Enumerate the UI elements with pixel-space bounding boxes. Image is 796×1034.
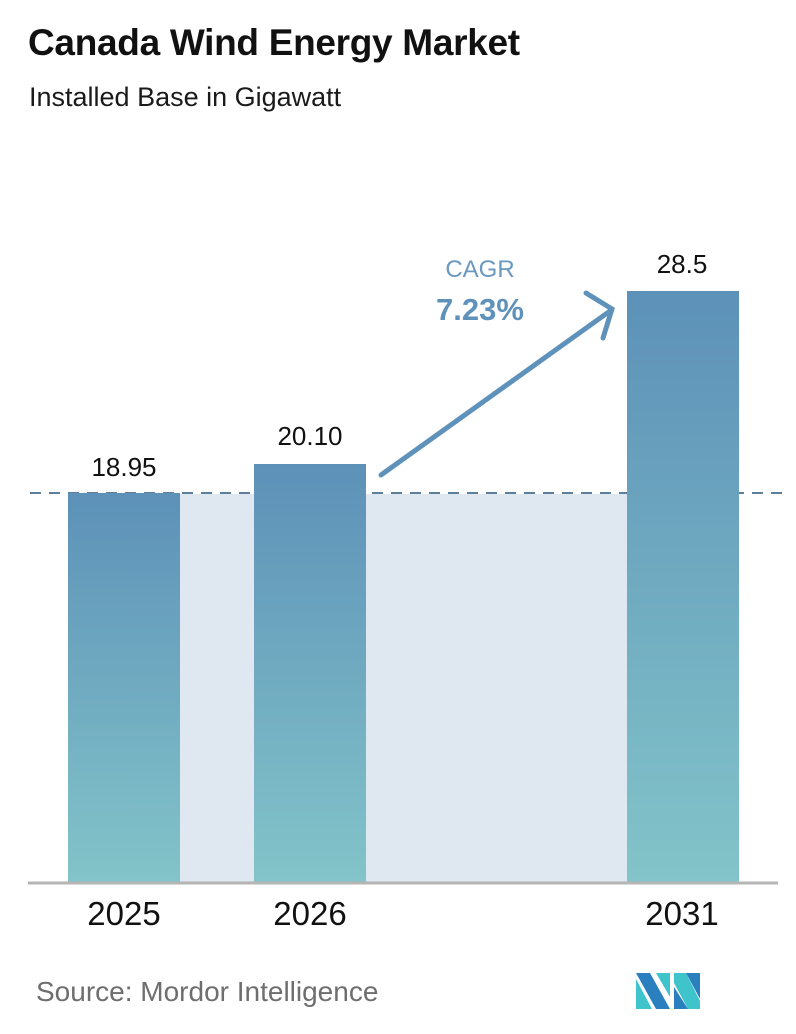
chart-subtitle: Installed Base in Gigawatt <box>29 82 342 112</box>
bar-2025 <box>68 493 180 882</box>
chart-title: Canada Wind Energy Market <box>28 22 520 63</box>
x-tick-2026: 2026 <box>273 895 347 932</box>
reference-band <box>180 494 627 882</box>
cagr-arrow-icon <box>378 290 615 478</box>
cagr-label: CAGR <box>445 256 515 283</box>
value-label-2031: 28.5 <box>656 249 708 279</box>
value-label-2026: 20.10 <box>277 421 343 451</box>
bar-2026 <box>254 464 366 882</box>
source-text: Source: Mordor Intelligence <box>36 976 379 1007</box>
x-tick-2025: 2025 <box>87 895 161 932</box>
bar-2031 <box>627 291 739 882</box>
x-tick-2031: 2031 <box>645 895 719 932</box>
mordor-intelligence-logo-icon <box>636 973 700 1009</box>
cagr-value: 7.23% <box>436 292 524 327</box>
value-label-2025: 18.95 <box>91 452 157 482</box>
